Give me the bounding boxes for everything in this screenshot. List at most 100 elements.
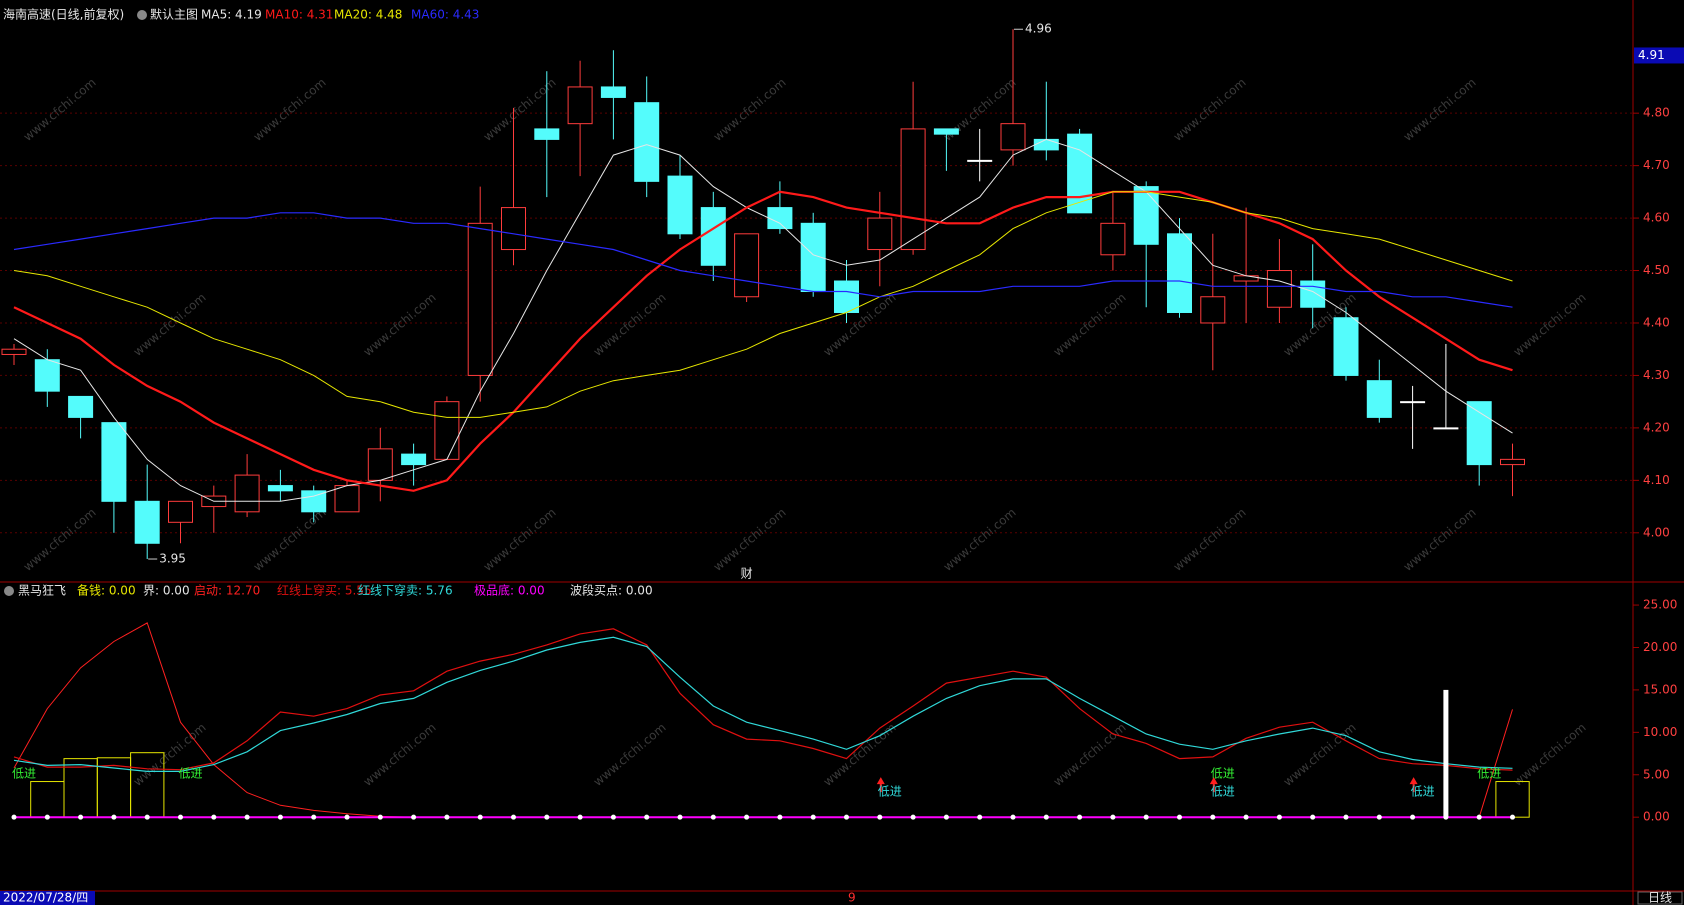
watermark: www.cfchi.com [481, 505, 559, 574]
watermark: www.cfchi.com [1511, 290, 1589, 359]
spike [1443, 689, 1449, 818]
point [511, 814, 516, 820]
point [1410, 814, 1416, 820]
signal-label: 低进 [878, 785, 902, 799]
period[interactable]: 日线 [1648, 891, 1672, 905]
legend-entry: 备钱: 0.00 [77, 583, 136, 598]
candle-body [34, 359, 60, 392]
candle-body [301, 490, 327, 513]
point [1177, 814, 1182, 820]
series-line [13, 636, 1513, 772]
candle-body [334, 485, 360, 513]
candle-body [967, 159, 993, 162]
signal-arrow [876, 777, 885, 793]
watermark: www.cfchi.com [941, 505, 1019, 574]
y-tick-label: 4.10 [1643, 473, 1670, 487]
candle-body [1466, 401, 1492, 466]
extreme-label: 3.95 [159, 552, 186, 566]
candle-body [1200, 296, 1226, 324]
y-tick-label: 25.00 [1643, 598, 1677, 612]
candle-body [168, 500, 193, 523]
point [1276, 814, 1282, 820]
candle-body [434, 401, 460, 460]
indicator-title: 黑马狂飞 [18, 584, 66, 598]
candle-body [101, 422, 127, 502]
candle-body [1000, 123, 1026, 151]
candle-body [401, 453, 427, 466]
candle-body [667, 175, 693, 235]
legend-entry: MA20: 4.48 [334, 8, 402, 22]
candle-body [501, 207, 526, 251]
watermark: www.cfchi.com [821, 290, 899, 359]
signal-label: 低进 [1411, 785, 1435, 799]
point [1476, 814, 1482, 820]
watermark: www.cfchi.com [711, 75, 789, 144]
point [744, 814, 750, 820]
point [111, 814, 117, 820]
point [11, 814, 17, 820]
signal-label: 低进 [1477, 767, 1501, 781]
point [977, 814, 983, 820]
point [277, 814, 283, 820]
candle-body [567, 86, 593, 125]
point [1143, 814, 1149, 820]
point [144, 814, 150, 820]
period-box[interactable] [1637, 891, 1683, 905]
point [1343, 814, 1349, 820]
annotation: 财 [741, 567, 753, 581]
watermark: www.cfchi.com [1171, 75, 1249, 144]
candle-body [600, 86, 626, 98]
signal-arrow [1209, 777, 1218, 793]
candle-body [1033, 138, 1059, 151]
point [1243, 814, 1249, 820]
candle-body [834, 280, 859, 313]
watermark: www.cfchi.com [21, 75, 99, 144]
candle-body [134, 500, 160, 544]
point [1210, 814, 1216, 820]
signal-label: 低进 [1211, 767, 1235, 781]
watermark: www.cfchi.com [1511, 720, 1589, 789]
price-marker: 4.91 [1638, 48, 1665, 62]
y-tick-label: 4.30 [1643, 368, 1670, 382]
signal-label: 低进 [12, 767, 36, 781]
series-line [13, 138, 1513, 502]
signal-arrow [1409, 777, 1418, 793]
menu-icon[interactable] [137, 10, 147, 20]
point [311, 814, 317, 820]
legend-entry: 波段买点: 0.00 [570, 583, 653, 598]
point [1510, 814, 1515, 820]
date-box [0, 891, 95, 905]
point [777, 814, 783, 820]
footer-marker: 9 [848, 891, 856, 905]
point [178, 814, 183, 820]
y-tick-label: 0.00 [1643, 810, 1670, 824]
candle-body [634, 102, 660, 182]
candle-body [867, 217, 893, 251]
point [1010, 814, 1016, 820]
point [244, 814, 250, 820]
candle-body [267, 485, 293, 492]
point [444, 814, 450, 820]
candle-body [700, 207, 726, 266]
y-tick-label: 20.00 [1643, 640, 1677, 654]
y-tick-label: 4.00 [1643, 525, 1670, 539]
point [477, 814, 483, 820]
y-tick-label: 4.80 [1643, 106, 1670, 120]
watermark: www.cfchi.com [591, 290, 669, 359]
watermark: www.cfchi.com [361, 720, 439, 789]
y-tick-label: 10.00 [1643, 725, 1677, 739]
watermark: www.cfchi.com [711, 505, 789, 574]
watermark: www.cfchi.com [131, 290, 209, 359]
legend-entry: 红线上穿买: 5.55 [277, 583, 372, 598]
point [411, 814, 417, 820]
legend-entry: MA10: 4.31 [265, 8, 333, 22]
menu-icon[interactable] [4, 586, 14, 596]
candle-body [1067, 133, 1093, 214]
y-tick-label: 4.20 [1643, 420, 1670, 434]
series-line [13, 191, 1513, 418]
candle-body [1100, 222, 1126, 256]
point [1043, 814, 1049, 820]
watermark: www.cfchi.com [1401, 75, 1479, 144]
y-tick-label: 5.00 [1643, 767, 1670, 781]
